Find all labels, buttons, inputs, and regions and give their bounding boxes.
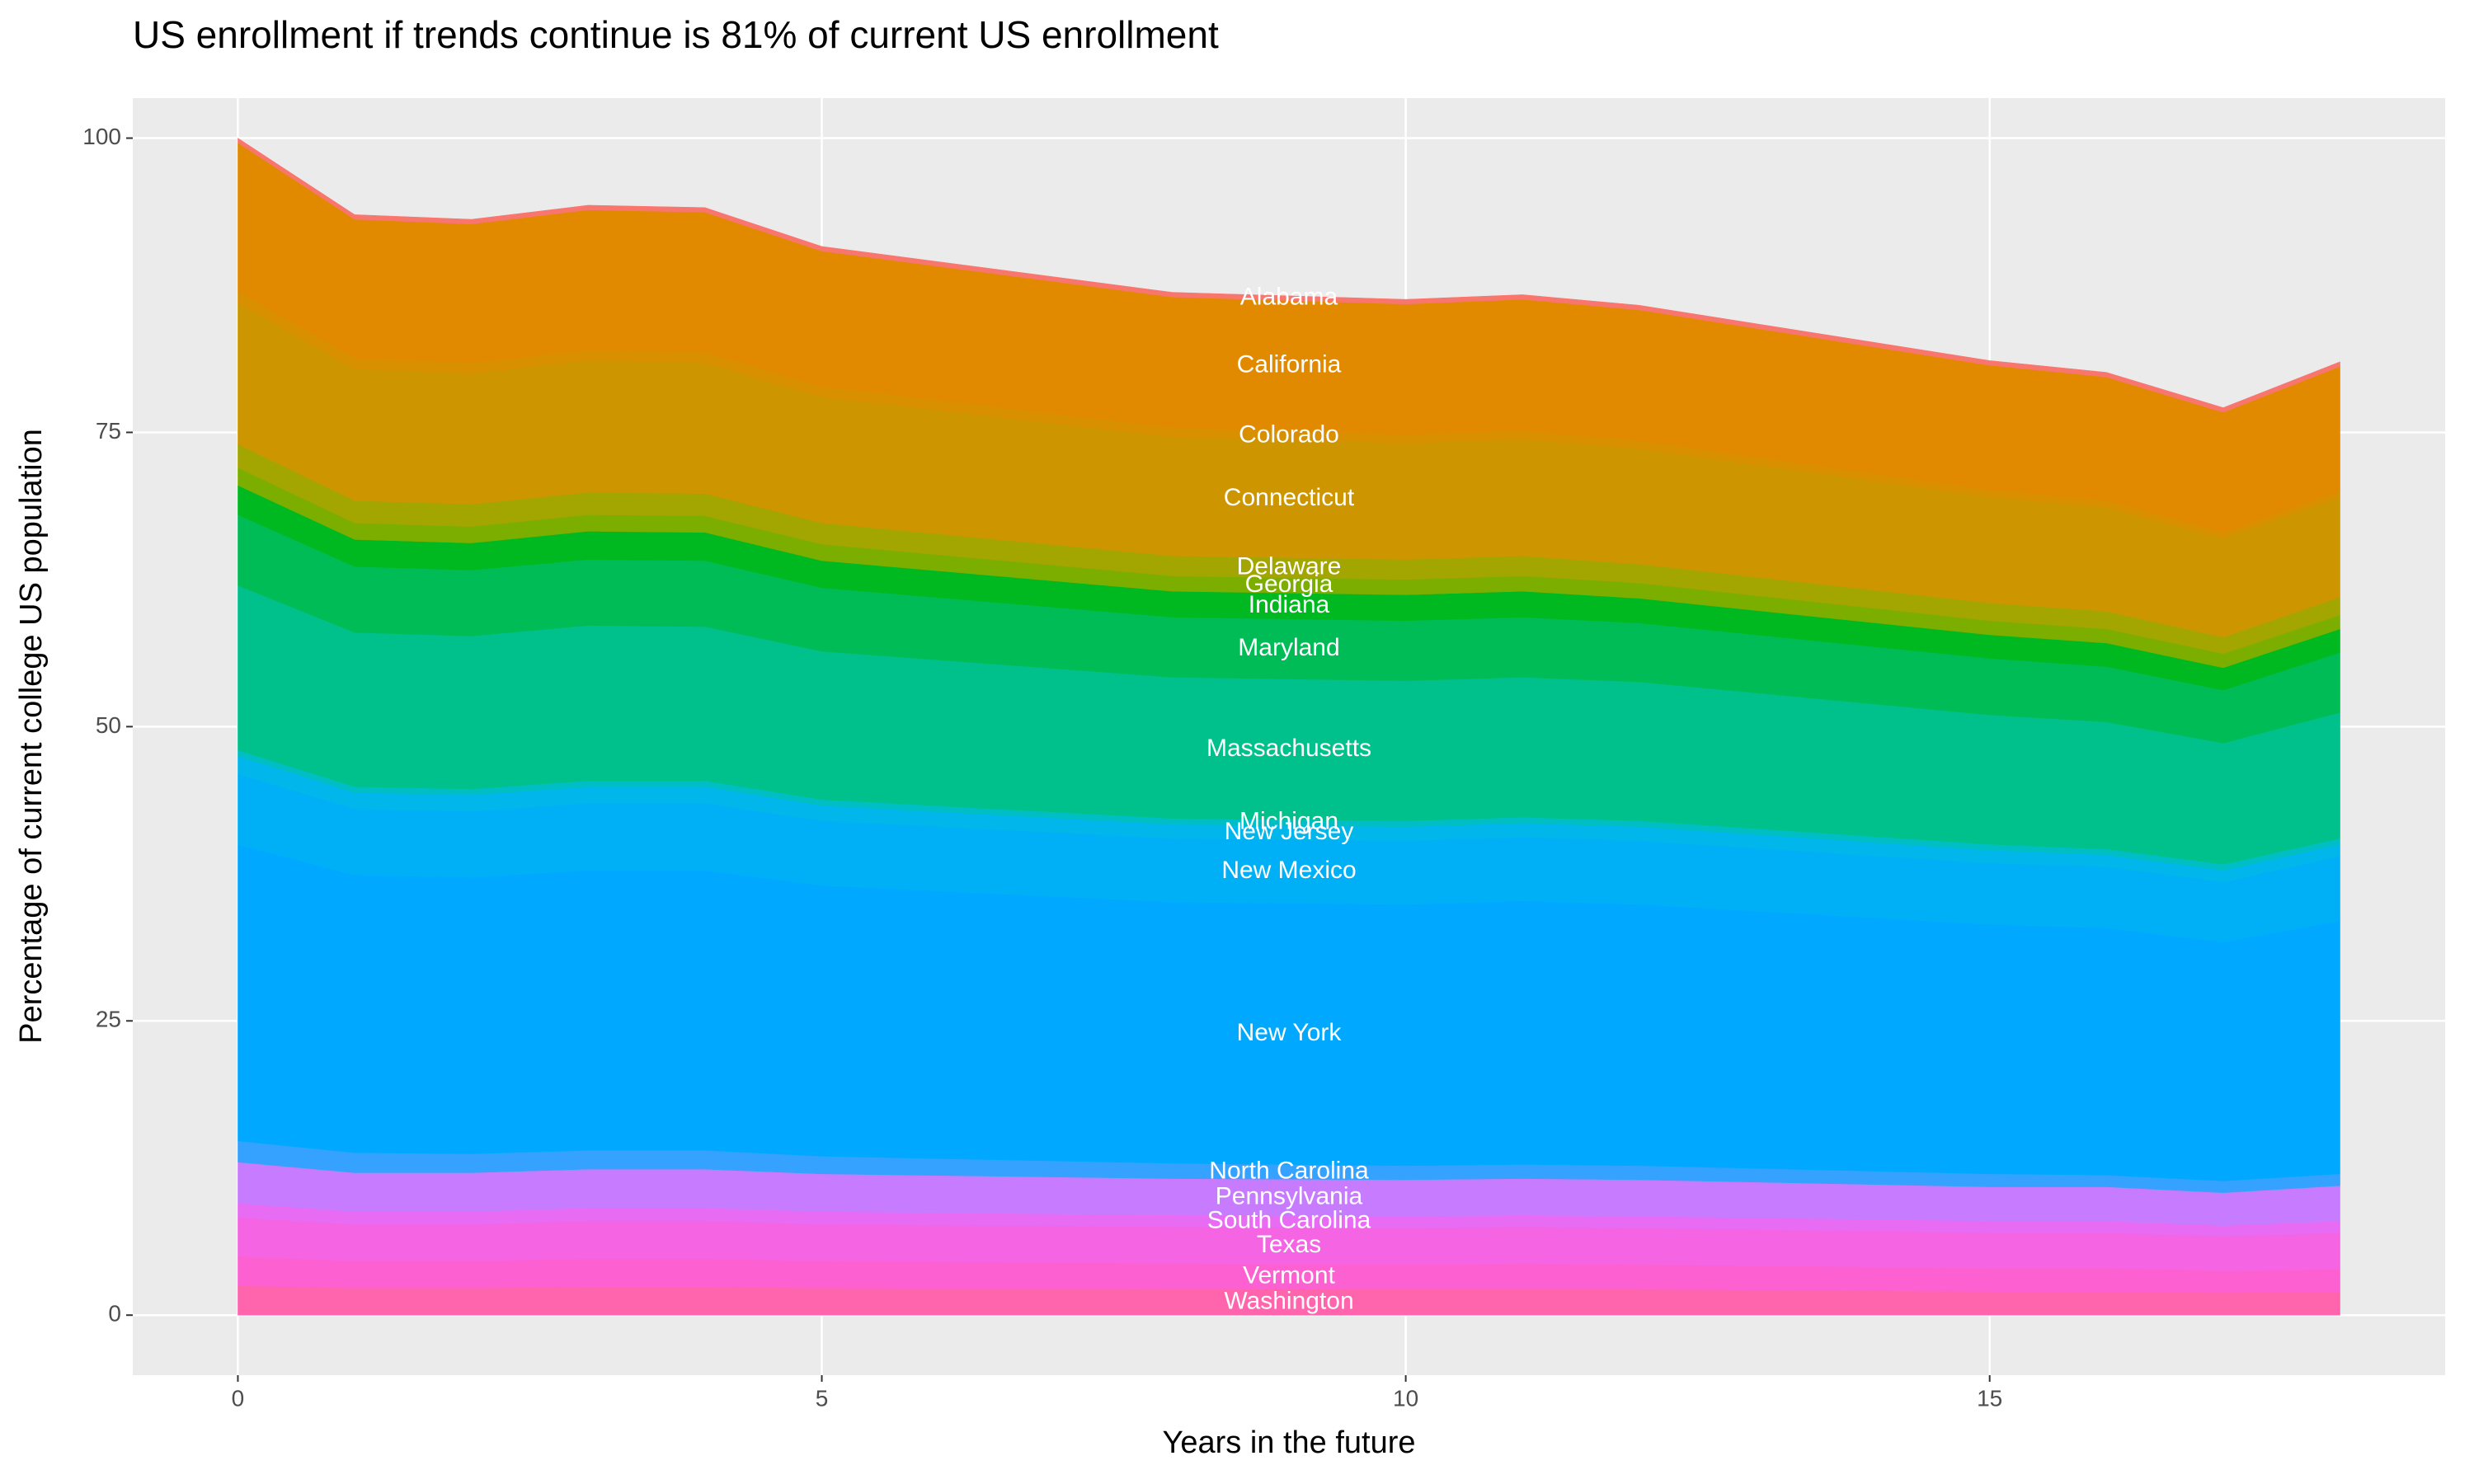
band-label: Texas bbox=[1257, 1231, 1321, 1258]
band-label: Michigan bbox=[1239, 808, 1338, 835]
y-tick-label: 0 bbox=[108, 1301, 121, 1327]
band-label: Indiana bbox=[1249, 591, 1330, 618]
y-tick-label: 100 bbox=[82, 124, 121, 149]
band-label: Colorado bbox=[1239, 420, 1339, 448]
band-label: Alabama bbox=[1240, 284, 1338, 311]
y-tick-label: 50 bbox=[96, 712, 121, 738]
band-label: Delaware bbox=[1237, 553, 1342, 580]
band-label: New York bbox=[1237, 1019, 1343, 1046]
x-tick-label: 15 bbox=[1977, 1385, 2002, 1411]
band-label: Maryland bbox=[1238, 634, 1339, 661]
band-label: Georgia bbox=[1245, 571, 1333, 598]
band-label: South Carolina bbox=[1207, 1207, 1371, 1234]
x-tick-label: 0 bbox=[232, 1385, 245, 1411]
y-axis-title: Percentage of current college US populat… bbox=[14, 429, 49, 1044]
band-label: Washington bbox=[1224, 1287, 1353, 1314]
y-tick-label: 75 bbox=[96, 418, 121, 444]
band-label: California bbox=[1237, 351, 1342, 378]
band-label: Pennsylvania bbox=[1216, 1182, 1363, 1209]
y-tick-label: 25 bbox=[96, 1007, 121, 1032]
chart-title: US enrollment if trends continue is 81% … bbox=[133, 13, 1219, 56]
band-label: Vermont bbox=[1243, 1261, 1335, 1289]
area-band bbox=[238, 138, 2340, 413]
band-label: Connecticut bbox=[1224, 484, 1355, 511]
band-label: New Mexico bbox=[1221, 857, 1356, 884]
band-label: Massachusetts bbox=[1206, 735, 1371, 762]
x-tick-label: 10 bbox=[1393, 1385, 1418, 1411]
x-tick-label: 5 bbox=[816, 1385, 829, 1411]
x-axis-title: Years in the future bbox=[1162, 1425, 1415, 1460]
band-label: New Jersey bbox=[1225, 818, 1354, 845]
band-label: North Carolina bbox=[1209, 1157, 1369, 1184]
